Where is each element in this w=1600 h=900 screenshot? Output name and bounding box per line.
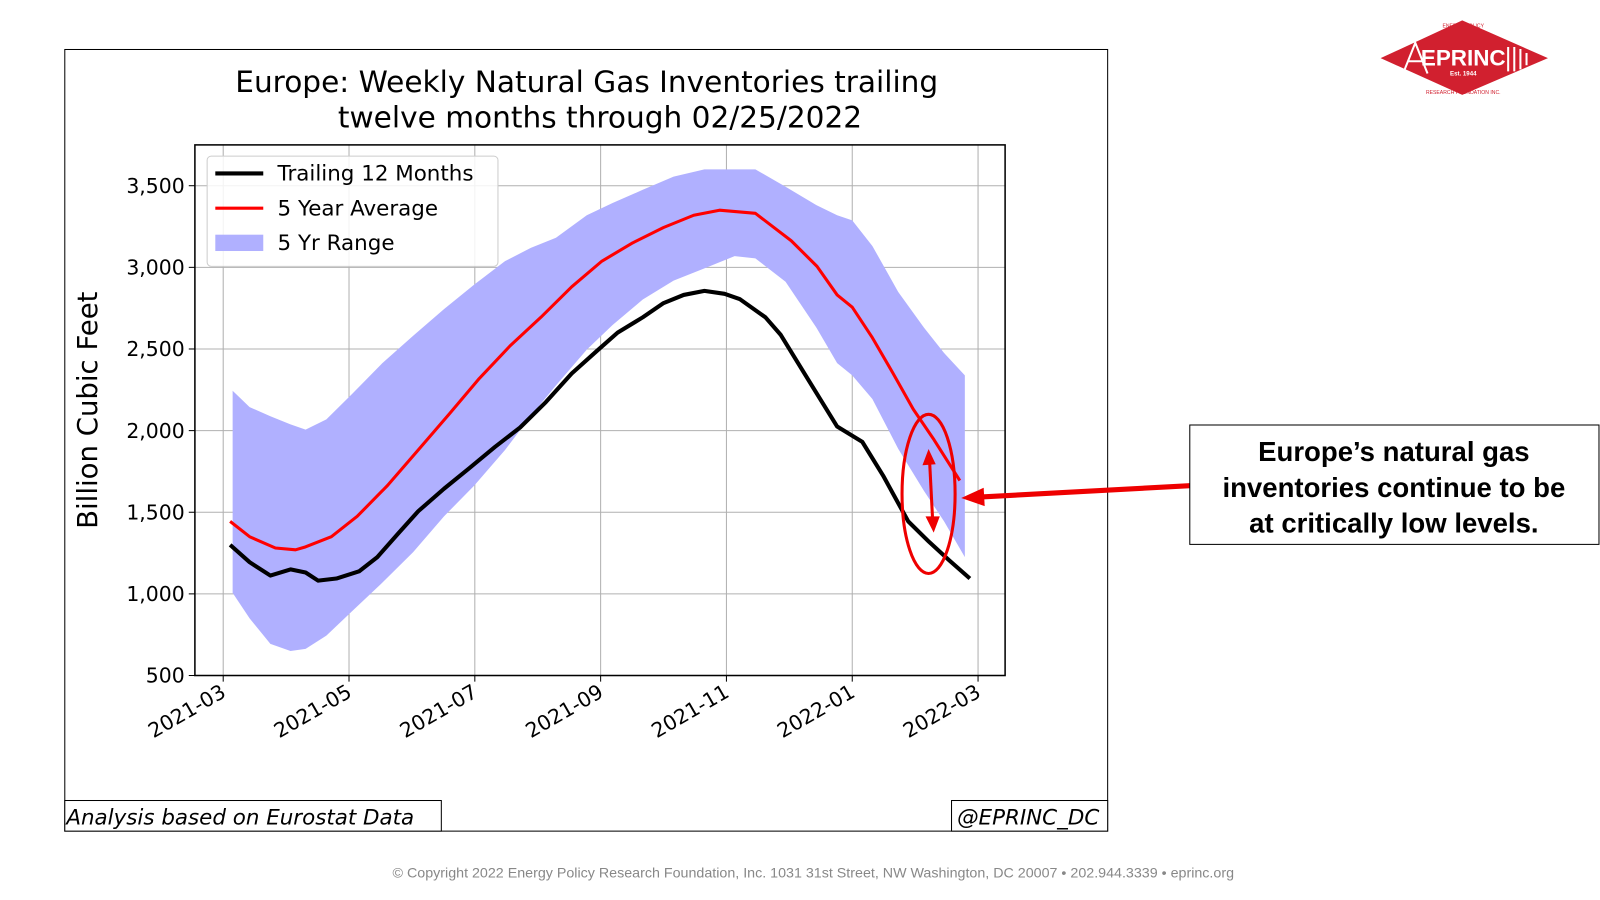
logo-bottom: RESEARCH FOUNDATION INC.: [1426, 90, 1501, 96]
logo-name: EPRINC: [1421, 45, 1506, 70]
logo-top: ENERGY POLICY: [1442, 24, 1484, 30]
handle: @EPRINC_DC: [957, 805, 1099, 830]
legend-box: [206, 155, 499, 267]
logo-plant: [1507, 46, 1528, 72]
source-note: Analysis based on Eurostat Data: [64, 805, 414, 830]
y-tick-label: 3,000: [126, 255, 184, 279]
legend-swatch: [215, 234, 264, 252]
y-tick-label: 2,500: [126, 337, 184, 361]
logo-derrick: [1402, 40, 1429, 74]
legend-label: 5 Yr Range: [278, 231, 395, 256]
series-line: [229, 208, 962, 552]
handle-box: [951, 800, 1109, 832]
plot-border: [194, 144, 1006, 677]
callout-arrow-head: [961, 487, 985, 507]
callout-arrow: [981, 483, 1190, 500]
legend-label: Trailing 12 Months: [277, 162, 474, 187]
y-tick-label: 1,500: [126, 500, 184, 524]
chart-title: twelve months through 02/25/2022: [338, 101, 862, 135]
y-tick-label: 3,500: [126, 174, 184, 198]
plot: 5001,0001,5002,0002,5003,0003,5002021-03…: [126, 144, 1006, 743]
callout-box: [1189, 424, 1600, 545]
highlight-ellipse: [900, 412, 957, 575]
y-tick-label: 1,000: [126, 582, 184, 606]
source-box: [64, 800, 442, 832]
callout-text: Europe’s natural gas: [1258, 436, 1529, 467]
legend-label: 5 Year Average: [278, 196, 438, 221]
y-tick-label: 2,000: [126, 419, 184, 443]
callout-text: inventories continue to be: [1222, 472, 1565, 503]
footer: © Copyright 2022 Energy Policy Research …: [393, 866, 1235, 882]
logo: EPRINC Est. 1944 ENERGY POLICY RESEARCH …: [1380, 20, 1548, 96]
chart-title: Europe: Weekly Natural Gas Inventories t…: [235, 65, 938, 99]
callout-text: at critically low levels.: [1249, 508, 1538, 539]
logo-est: Est. 1944: [1450, 71, 1477, 78]
logo-diamond: [1380, 20, 1548, 95]
range-band: [232, 169, 965, 652]
y-tick-label: 500: [146, 664, 185, 688]
legend: Trailing 12 Months 5 Year Average 5 Yr Ran…: [206, 155, 499, 267]
gap-arrow: [928, 461, 935, 521]
series-line: [228, 288, 972, 583]
y-axis-label: Billion Cubic Feet: [72, 291, 104, 529]
